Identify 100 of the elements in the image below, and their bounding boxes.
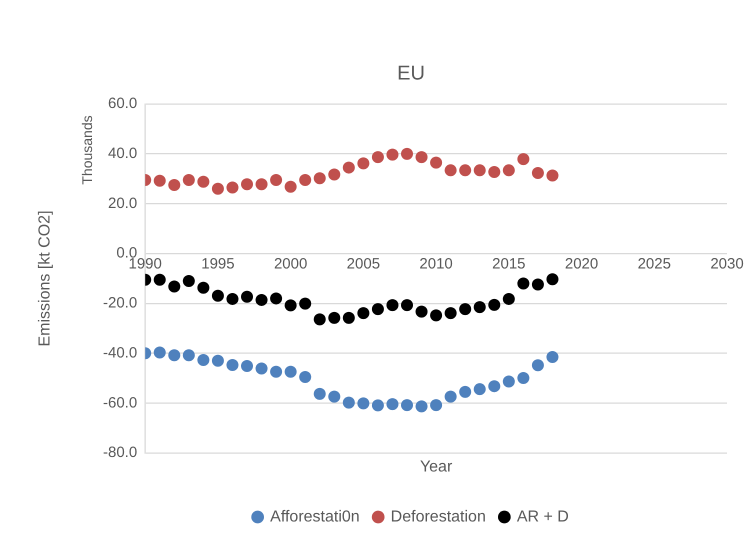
x-tick-label: 2020 [564, 256, 598, 273]
point [416, 306, 428, 318]
point [212, 354, 224, 367]
point [182, 274, 195, 287]
point [430, 309, 442, 322]
point [488, 298, 500, 311]
point [416, 400, 428, 412]
legend-label: Afforestati0n [270, 508, 360, 526]
point [284, 180, 297, 193]
point [342, 312, 355, 324]
point [342, 162, 355, 174]
point [168, 349, 180, 362]
point [241, 290, 254, 303]
point [314, 388, 326, 400]
legend-label: Deforestation [390, 508, 486, 526]
point [328, 312, 340, 324]
point [532, 278, 544, 290]
point [459, 303, 472, 316]
point [532, 359, 544, 372]
point [517, 153, 530, 166]
point [212, 182, 224, 195]
point [416, 151, 428, 164]
point [357, 397, 370, 410]
point [372, 151, 384, 164]
point [502, 164, 515, 176]
point [532, 167, 544, 180]
point [386, 148, 398, 161]
x-tick-label: 2030 [710, 256, 744, 273]
point [299, 174, 312, 186]
point [284, 299, 297, 312]
legend-label: AR + D [516, 508, 569, 526]
point [226, 359, 238, 371]
point [444, 307, 457, 320]
point [256, 362, 268, 374]
point [372, 399, 384, 412]
point [168, 280, 180, 292]
point [459, 386, 472, 398]
point [270, 174, 282, 186]
point [154, 174, 166, 187]
point [226, 292, 238, 305]
y-tick-label: 40.0 [108, 145, 138, 162]
point [314, 313, 326, 326]
point [357, 157, 370, 170]
y-tick-label: -80.0 [102, 444, 138, 462]
point [401, 148, 414, 160]
point [241, 178, 254, 190]
x-tick-label: 1995 [201, 256, 235, 273]
point [182, 349, 195, 362]
point [502, 375, 515, 388]
point [474, 301, 486, 314]
point [546, 351, 558, 364]
x-tick-label: 2010 [419, 256, 453, 273]
x-tick-label: 2015 [492, 256, 526, 273]
point [474, 383, 486, 396]
point [314, 172, 326, 184]
point [357, 307, 370, 320]
point [154, 346, 166, 359]
y-tick-label: -60.0 [102, 394, 138, 412]
point [444, 164, 457, 176]
point [328, 390, 340, 403]
point [459, 164, 472, 176]
y-tick-label: 60.0 [108, 95, 138, 112]
point [502, 292, 515, 305]
x-tick-label: 2000 [274, 256, 308, 273]
point [546, 170, 558, 182]
point [256, 294, 268, 306]
point [328, 168, 340, 181]
point [517, 277, 530, 290]
point [401, 399, 414, 412]
point [270, 292, 282, 304]
point [182, 174, 195, 186]
point [474, 164, 486, 176]
y-tick-label: -40.0 [102, 344, 138, 362]
text: Thousands [78, 115, 95, 185]
point [226, 182, 238, 194]
y-tick-label: 20.0 [108, 194, 138, 212]
point [256, 178, 268, 190]
point [386, 299, 398, 312]
point [386, 398, 398, 410]
x-tick-label: 2005 [346, 256, 380, 273]
point [430, 156, 442, 169]
x-tick-label: 2025 [638, 256, 671, 273]
point [197, 282, 210, 294]
point [401, 299, 414, 312]
point [430, 399, 442, 412]
x-axis-title: Year [420, 458, 453, 476]
point [168, 179, 180, 192]
point [372, 303, 384, 316]
point [517, 372, 530, 384]
point [342, 396, 355, 409]
point [197, 354, 210, 366]
y-axis-title: Emissions [kt CO2] [36, 210, 54, 347]
point [241, 360, 254, 372]
point [444, 390, 457, 403]
point [270, 366, 282, 378]
point [284, 366, 297, 378]
point [299, 370, 312, 383]
chart-title: EU [397, 62, 425, 85]
point [197, 176, 210, 188]
point [212, 290, 224, 302]
